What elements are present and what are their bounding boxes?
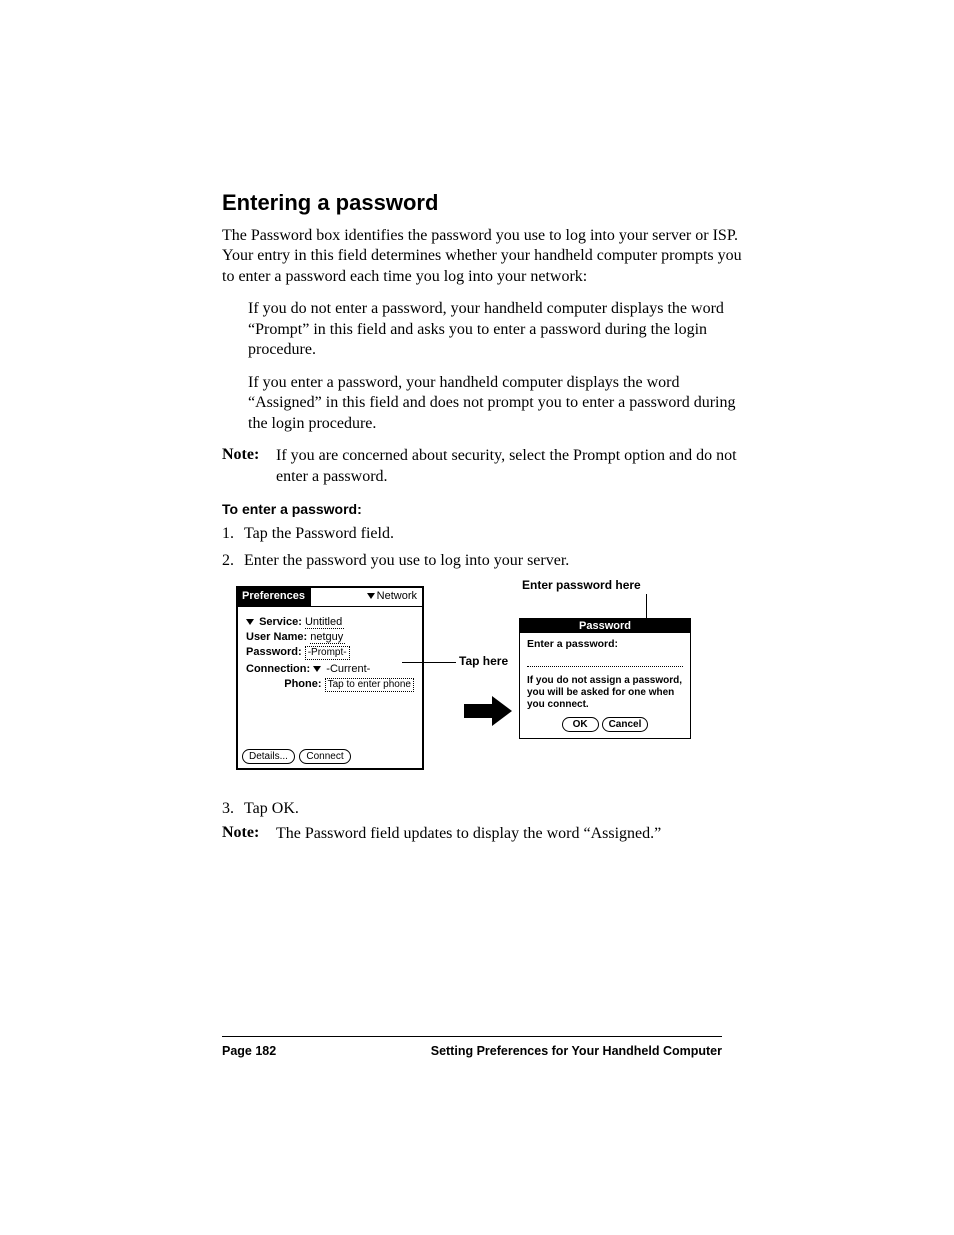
step-text: Tap the Password field. [244, 523, 744, 545]
service-label: Service: [259, 616, 302, 628]
step-number: 1. [222, 523, 244, 545]
service-row: Service: Untitled [246, 616, 416, 628]
preferences-screen: Preferences Network Service: Untitled Us… [236, 586, 424, 770]
dialog-title: Password [520, 619, 690, 633]
step-text: Enter the password you use to log into y… [244, 550, 744, 572]
step-item: 3. Tap OK. [222, 798, 744, 820]
note-text: If you are concerned about security, sel… [276, 446, 744, 487]
password-row: Password: -Prompt- [246, 646, 416, 660]
figure-caption: Enter password here [522, 578, 641, 592]
dialog-prompt: Enter a password: [527, 638, 683, 650]
document-page: Entering a password The Password box ide… [0, 0, 954, 1235]
section-heading: Entering a password [222, 190, 744, 216]
dialog-message: If you do not assign a password, you wil… [527, 675, 683, 711]
step-number: 2. [222, 550, 244, 572]
callout-line [646, 594, 647, 618]
step-number: 3. [222, 798, 244, 820]
note-text: The Password field updates to display th… [276, 824, 661, 844]
dropdown-icon [246, 619, 254, 625]
phone-field[interactable]: Tap to enter phone [325, 678, 414, 692]
connection-value[interactable]: -Current- [326, 663, 370, 675]
username-value[interactable]: netguy [310, 631, 345, 644]
dialog-body: Enter a password: If you do not assign a… [520, 633, 690, 738]
note-block: Note: If you are concerned about securit… [222, 446, 744, 487]
callout-line [402, 662, 456, 663]
ok-button[interactable]: OK [562, 717, 599, 732]
button-bar: Details... Connect [242, 746, 351, 764]
connection-row: Connection: -Current- [246, 663, 416, 675]
bullet-item: If you enter a password, your handheld c… [248, 373, 744, 434]
footer-rule [222, 1036, 722, 1037]
category-menu[interactable]: Network [311, 588, 422, 606]
step-item: 1. Tap the Password field. [222, 523, 744, 545]
phone-label: Phone: [284, 678, 321, 690]
intro-paragraph: The Password box identifies the password… [222, 226, 744, 287]
page-footer: Page 182 Setting Preferences for Your Ha… [222, 1044, 722, 1058]
dropdown-icon [313, 666, 321, 672]
cancel-button[interactable]: Cancel [602, 717, 649, 732]
note-block: Note: The Password field updates to disp… [222, 824, 744, 844]
callout-label: Tap here [459, 654, 508, 668]
procedure-heading: To enter a password: [222, 501, 744, 517]
note-label: Note: [222, 446, 276, 487]
note-label: Note: [222, 824, 276, 844]
details-button[interactable]: Details... [242, 749, 295, 764]
password-label: Password: [246, 646, 302, 658]
dropdown-icon [367, 593, 375, 599]
password-field[interactable]: -Prompt- [305, 646, 350, 660]
dialog-buttons: OK Cancel [527, 717, 683, 732]
bullet-group: If you do not enter a password, your han… [248, 299, 744, 434]
bullet-item: If you do not enter a password, your han… [248, 299, 744, 360]
connection-label: Connection: [246, 663, 310, 675]
app-title: Preferences [238, 588, 311, 606]
password-dialog: Password Enter a password: If you do not… [519, 618, 691, 739]
page-number: Page 182 [222, 1044, 276, 1058]
figure: Preferences Network Service: Untitled Us… [222, 578, 744, 798]
step-item: 2. Enter the password you use to log int… [222, 550, 744, 572]
username-row: User Name: netguy [246, 631, 416, 643]
titlebar: Preferences Network [238, 588, 422, 607]
category-label: Network [377, 590, 417, 602]
arrow-icon [464, 696, 512, 726]
username-label: User Name: [246, 631, 307, 643]
service-value[interactable]: Untitled [305, 616, 344, 629]
phone-row: Phone: Tap to enter phone [246, 678, 416, 692]
password-input[interactable] [527, 654, 683, 667]
form-body: Service: Untitled User Name: netguy Pass… [238, 607, 422, 692]
step-text: Tap OK. [244, 798, 744, 820]
footer-section-title: Setting Preferences for Your Handheld Co… [431, 1044, 722, 1058]
connect-button[interactable]: Connect [299, 749, 350, 764]
